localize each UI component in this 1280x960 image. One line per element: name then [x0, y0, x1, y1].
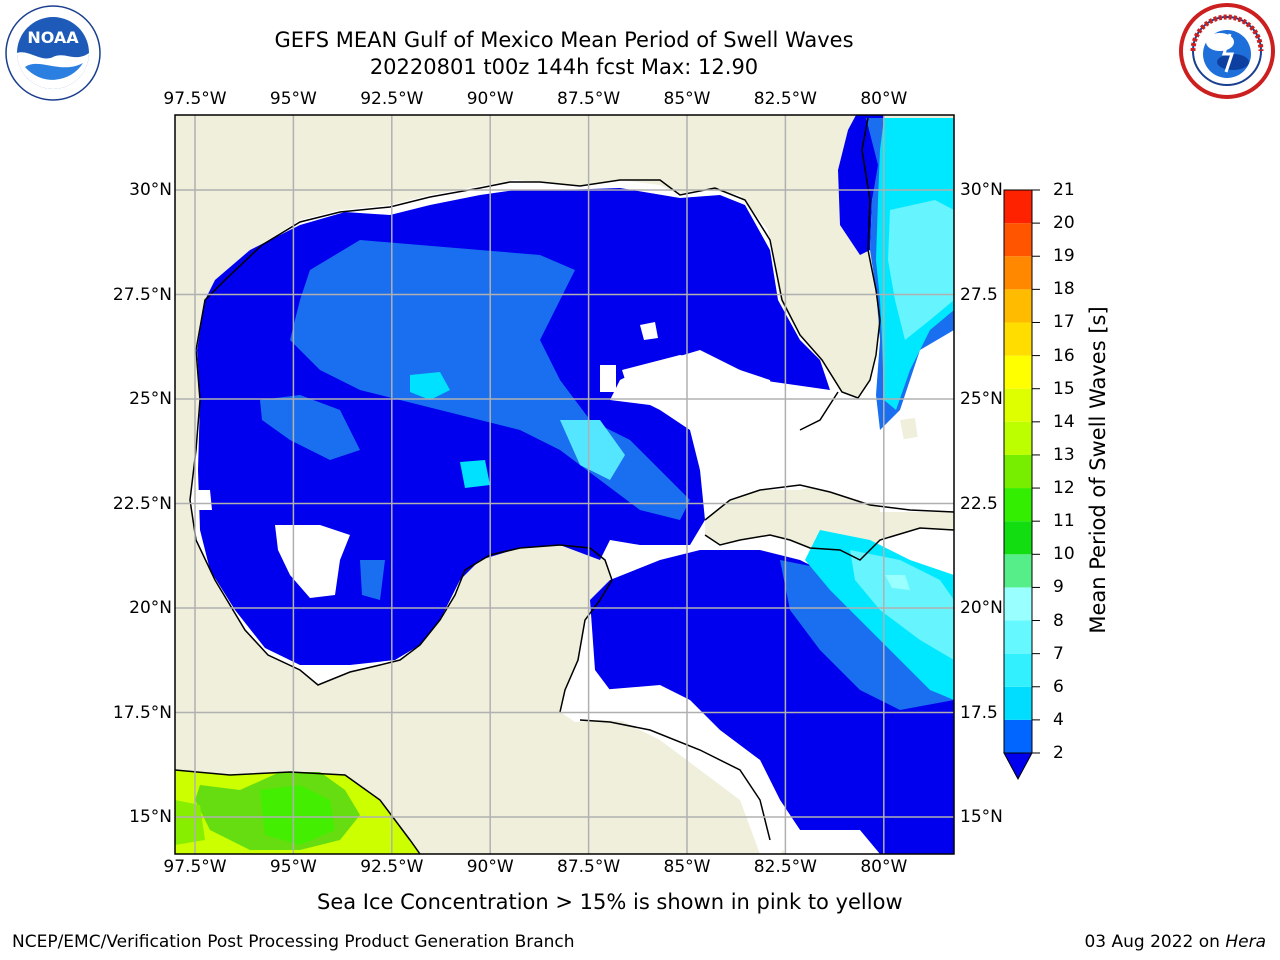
pacific-field: [175, 770, 420, 854]
lon-tick-label: 85°W: [663, 89, 711, 109]
colorbar-tick-label: 11: [1053, 511, 1075, 532]
colorbar-under-arrow: [1003, 752, 1033, 781]
lat-tick-label: 20°N: [129, 598, 172, 618]
lat-tick-label: 30°N: [129, 180, 172, 200]
colorbar-tick-label: 7: [1053, 643, 1064, 664]
lat-tick-label: 20°N: [960, 598, 1003, 618]
colorbar-band: [1004, 686, 1032, 720]
colorbar-band: [1004, 355, 1032, 389]
colorbar-tick-label: 17: [1053, 312, 1075, 333]
lat-tick-label: 22.5: [960, 493, 998, 514]
lat-tick-label: 15°N: [129, 807, 172, 827]
date-text: 03 Aug 2022 on: [1084, 932, 1226, 952]
lon-tick-label: 90°W: [466, 857, 514, 877]
lat-tick-label: 17.5: [960, 702, 998, 723]
colorbar-band: [1004, 454, 1032, 489]
colorbar-tick-label: 18: [1053, 279, 1075, 300]
colorbar-band: [1004, 289, 1032, 323]
colorbar: [1003, 189, 1040, 781]
nws-logo: [1179, 3, 1275, 99]
lon-tick-label: 87.5°W: [557, 857, 621, 877]
lat-tick-label: 22.5°N: [112, 493, 172, 514]
graticule: [175, 115, 954, 854]
colorbar-tick-label: 21: [1053, 180, 1075, 200]
colorbar-tick-label: 14: [1053, 411, 1075, 432]
swell-field: [195, 115, 954, 854]
host-name: Hera: [1225, 932, 1266, 952]
lon-tick-label: 97.5°W: [163, 857, 227, 877]
lon-tick-label: 97.5°W: [163, 89, 227, 109]
lon-tick-label: 80°W: [860, 89, 908, 109]
lon-tick-label: 85°W: [663, 857, 711, 877]
colorbar-tick-label: 10: [1053, 544, 1075, 565]
colorbar-tick-label: 16: [1053, 345, 1075, 366]
date-line: 03 Aug 2022 on Hera: [1084, 932, 1266, 952]
colorbar-tick-label: 12: [1053, 478, 1075, 499]
colorbar-band: [1004, 488, 1032, 522]
map-border: [174, 114, 955, 855]
credit-line: NCEP/EMC/Verification Post Processing Pr…: [12, 932, 575, 952]
colorbar-tick-label: 2: [1053, 743, 1064, 763]
lat-tick-label: 25°N: [129, 389, 172, 409]
lat-tick-label: 30°N: [960, 180, 1003, 200]
colorbar-band: [1004, 653, 1032, 687]
colorbar-tick-label: 13: [1053, 444, 1075, 465]
lon-tick-label: 87.5°W: [557, 89, 621, 109]
colorbar-tick-label: 6: [1053, 676, 1064, 697]
colorbar-tick-label: 15: [1053, 378, 1075, 399]
coastlines: [175, 117, 954, 854]
colorbar-band: [1004, 223, 1032, 257]
colorbar-band: [1004, 256, 1032, 290]
colorbar-band: [1004, 388, 1032, 422]
lon-tick-label: 92.5°W: [360, 857, 424, 877]
lat-tick-label: 17.5°N: [112, 702, 172, 723]
colorbar-tick-label: 20: [1053, 213, 1075, 234]
lon-tick-label: 82.5°W: [753, 857, 817, 877]
lat-tick-label: 27.5: [960, 284, 998, 305]
lat-tick-label: 25°N: [960, 389, 1003, 409]
colorbar-frame: [1003, 189, 1033, 754]
colorbar-band: [1004, 620, 1032, 654]
colorbar-label: Mean Period of Swell Waves [s]: [1086, 306, 1110, 634]
lon-tick-label: 90°W: [466, 89, 514, 109]
colorbar-band: [1004, 322, 1032, 356]
colorbar-tick-label: 4: [1053, 709, 1064, 730]
colorbar-band: [1004, 554, 1032, 588]
lon-tick-label: 80°W: [860, 857, 908, 877]
noaa-logo-text: NOAA: [27, 28, 79, 47]
colorbar-band: [1004, 190, 1032, 224]
lat-tick-label: 15°N: [960, 807, 1003, 827]
colorbar-tick-label: 19: [1053, 246, 1075, 267]
noaa-logo: NOAA: [5, 5, 101, 101]
lon-tick-label: 92.5°W: [360, 89, 424, 109]
colorbar-tick-label: 9: [1053, 577, 1064, 598]
colorbar-band: [1004, 587, 1032, 621]
plot-title: GEFS MEAN Gulf of Mexico Mean Period of …: [274, 28, 854, 52]
lon-tick-label: 95°W: [269, 857, 317, 877]
lat-tick-label: 27.5°N: [112, 284, 172, 305]
colorbar-band: [1004, 421, 1032, 455]
colorbar-tick-label: 8: [1053, 610, 1064, 631]
colorbar-band: [1004, 521, 1032, 555]
lon-tick-label: 95°W: [269, 89, 317, 109]
sea-ice-note: Sea Ice Concentration > 15% is shown in …: [317, 890, 903, 914]
plot-subtitle: 20220801 t00z 144h fcst Max: 12.90: [369, 55, 759, 79]
lon-tick-label: 82.5°W: [753, 89, 817, 109]
colorbar-band: [1004, 719, 1032, 753]
